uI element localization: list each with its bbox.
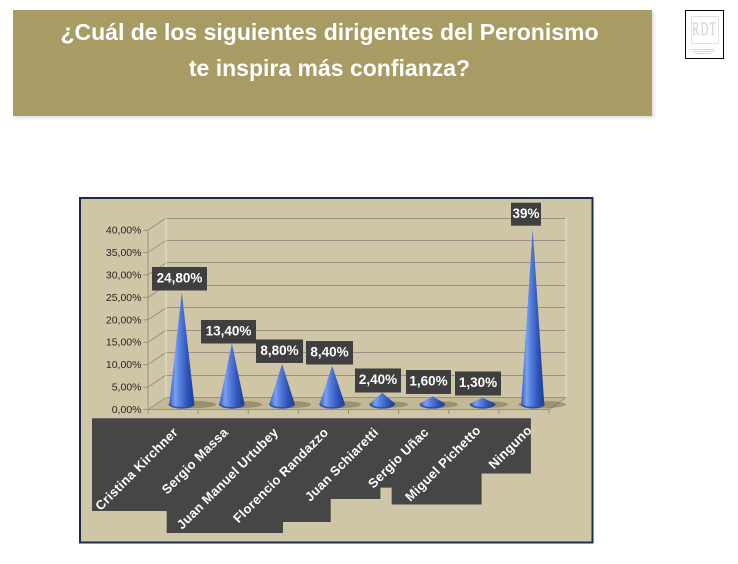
svg-text:35,00%: 35,00% — [106, 247, 142, 259]
svg-text:13,40%: 13,40% — [206, 324, 252, 339]
svg-text:10,00%: 10,00% — [106, 359, 142, 371]
svg-text:40,00%: 40,00% — [106, 225, 142, 237]
svg-text:2,40%: 2,40% — [359, 372, 397, 387]
svg-text:8,40%: 8,40% — [310, 345, 348, 360]
svg-text:1,60%: 1,60% — [409, 374, 447, 389]
svg-text:24,80%: 24,80% — [157, 271, 203, 286]
svg-text:20,00%: 20,00% — [106, 314, 142, 326]
svg-text:8,80%: 8,80% — [260, 343, 298, 358]
svg-text:0,00%: 0,00% — [112, 404, 142, 416]
svg-text:5,00%: 5,00% — [112, 382, 142, 394]
svg-text:25,00%: 25,00% — [106, 292, 142, 304]
svg-text:1,30%: 1,30% — [459, 375, 497, 390]
svg-text:30,00%: 30,00% — [106, 269, 142, 281]
svg-text:39%: 39% — [512, 206, 539, 221]
svg-text:15,00%: 15,00% — [106, 337, 142, 349]
